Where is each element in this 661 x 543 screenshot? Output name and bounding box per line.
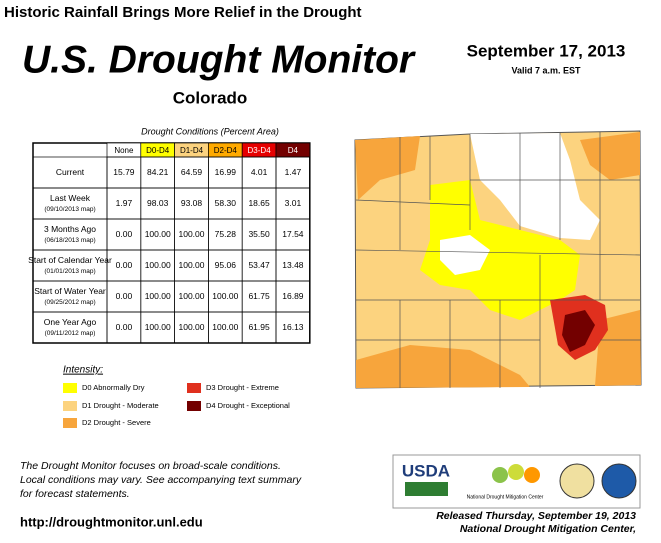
- release-note: National Drought Mitigation Center,: [460, 523, 636, 535]
- row-sublabel: (09/25/2012 map): [44, 299, 95, 306]
- legend-label: D2 Drought - Severe: [82, 418, 151, 427]
- legend-title: Intensity:: [63, 365, 103, 376]
- table-value: 100.00: [212, 291, 238, 301]
- d4-area: [562, 310, 595, 352]
- legend-swatch: [187, 383, 201, 393]
- valid-time: Valid 7 a.m. EST: [511, 65, 581, 75]
- table-value: 75.28: [215, 229, 237, 239]
- no-drought-area: [470, 133, 600, 240]
- table-value: 100.00: [145, 291, 171, 301]
- column-header: D0-D4: [146, 146, 170, 155]
- release-note: Released Thursday, September 19, 2013: [436, 510, 636, 522]
- d2-area: [355, 136, 420, 200]
- region: Colorado: [173, 88, 248, 107]
- ndmc-logo: National Drought Mitigation Center: [467, 494, 544, 500]
- table-value: 93.08: [181, 198, 203, 208]
- doc-seal: [559, 463, 595, 499]
- date: September 17, 2013: [467, 41, 626, 60]
- table-value: 95.06: [215, 260, 237, 270]
- footnote: for forecast statements.: [20, 488, 130, 500]
- table-value: 100.00: [212, 322, 238, 332]
- no-drought-area: [440, 235, 490, 275]
- headline: Historic Rainfall Brings More Relief in …: [4, 4, 362, 21]
- usda-logo: USDA: [402, 461, 450, 480]
- logo-box: USDA National Drought Mitigation Center: [392, 454, 641, 509]
- table-cell: [275, 311, 311, 344]
- table-value: 0.00: [116, 291, 133, 301]
- table-value: 1.47: [285, 167, 302, 177]
- table-value: 15.79: [113, 167, 135, 177]
- row-sublabel: (09/10/2013 map): [44, 206, 95, 213]
- table-value: 61.75: [248, 291, 270, 301]
- d2-area: [580, 132, 640, 180]
- tree-icon: [492, 467, 508, 483]
- map: [354, 130, 642, 389]
- legend-swatch: [63, 383, 77, 393]
- column-header: D2-D4: [214, 146, 238, 155]
- table-value: 35.50: [248, 229, 270, 239]
- table-value: 13.48: [282, 260, 304, 270]
- row-label: Last Week: [50, 193, 91, 203]
- url: http://droughtmonitor.unl.edu: [20, 514, 203, 529]
- tree-icon: [524, 467, 540, 483]
- row-label: One Year Ago: [44, 317, 97, 327]
- title: U.S. Drought Monitor: [22, 38, 416, 81]
- row-label: Start of Calendar Year: [28, 255, 112, 265]
- row-label: Start of Water Year: [34, 286, 106, 296]
- table-value: 98.03: [147, 198, 169, 208]
- table-value: 16.99: [215, 167, 237, 177]
- table-value: 17.54: [282, 229, 304, 239]
- table-value: 4.01: [251, 167, 268, 177]
- legend-swatch: [187, 401, 201, 411]
- legend-swatch: [63, 401, 77, 411]
- table-value: 0.00: [116, 260, 133, 270]
- table-value: 18.65: [248, 198, 270, 208]
- table-value: 100.00: [179, 260, 205, 270]
- table-value: 0.00: [116, 322, 133, 332]
- row-sublabel: (06/18/2013 map): [44, 237, 95, 244]
- table-caption: Drought Conditions (Percent Area): [141, 126, 279, 136]
- table-value: 0.00: [116, 229, 133, 239]
- column-header: D1-D4: [180, 146, 204, 155]
- table-value: 100.00: [145, 260, 171, 270]
- logo-frame: [392, 454, 641, 509]
- row-sublabel: (09/11/2012 map): [45, 330, 96, 337]
- table-value: 84.21: [147, 167, 169, 177]
- table-value: 100.00: [179, 291, 205, 301]
- legend-label: D3 Drought - Extreme: [206, 383, 279, 392]
- row-label: Current: [56, 167, 85, 177]
- table-value: 3.01: [285, 198, 302, 208]
- table-value: 64.59: [181, 167, 203, 177]
- county-lines: [355, 132, 641, 388]
- footnote: Local conditions may vary. See accompany…: [20, 474, 302, 486]
- d2-area: [356, 345, 530, 388]
- table-value: 58.30: [215, 198, 237, 208]
- legend-label: D0 Abnormally Dry: [82, 383, 145, 392]
- noaa-seal: [601, 463, 637, 499]
- table-value: 100.00: [145, 229, 171, 239]
- column-header: D3-D4: [248, 146, 272, 155]
- table-value: 100.00: [179, 322, 205, 332]
- legend-swatch: [63, 418, 77, 428]
- table-value: 1.97: [116, 198, 133, 208]
- column-header: None: [114, 146, 134, 155]
- usda-field: [405, 482, 448, 496]
- column-header: D4: [288, 146, 299, 155]
- table-value: 53.47: [248, 260, 270, 270]
- row-label: 3 Months Ago: [44, 224, 96, 234]
- table-value: 100.00: [145, 322, 171, 332]
- tree-icon: [508, 464, 524, 480]
- row-sublabel: (01/01/2013 map): [44, 268, 95, 275]
- table-value: 16.89: [282, 291, 304, 301]
- table-value: 100.00: [179, 229, 205, 239]
- legend-label: D4 Drought - Exceptional: [206, 401, 290, 410]
- table-value: 61.95: [248, 322, 270, 332]
- legend-label: D1 Drought - Moderate: [82, 401, 159, 410]
- table-value: 16.13: [282, 322, 304, 332]
- footnote: The Drought Monitor focuses on broad-sca…: [20, 460, 281, 472]
